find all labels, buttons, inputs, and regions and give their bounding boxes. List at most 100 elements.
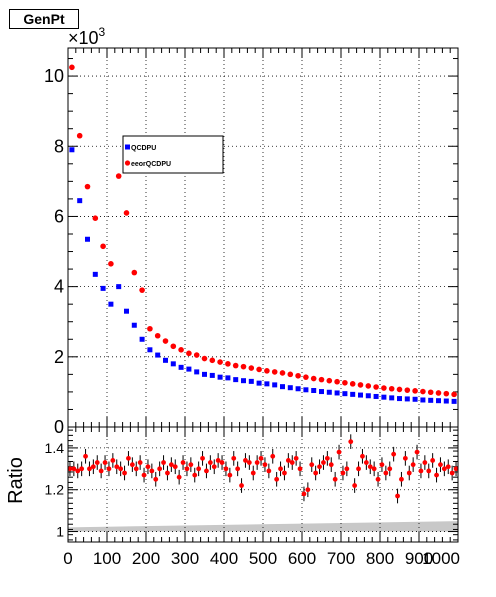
series-point: [147, 325, 153, 332]
ratio-point: [196, 466, 202, 472]
series-point: [349, 381, 356, 387]
ratio-point: [254, 460, 260, 465]
ratio-point: [67, 466, 73, 472]
ratio-point: [410, 462, 416, 468]
series-point: [388, 385, 395, 392]
series-point: [373, 384, 379, 390]
series-point: [428, 397, 434, 403]
series-point: [342, 391, 348, 397]
ratio-point: [332, 476, 338, 482]
ratio-point: [441, 466, 447, 472]
main-panel: 0 2 4 6 8 10×103 QCDPU eeorQCDPU: [44, 25, 459, 437]
ratio-point: [363, 460, 369, 465]
series-point: [163, 357, 168, 363]
series-point: [412, 396, 418, 402]
ratio-point: [422, 460, 428, 465]
ratio-point: [297, 466, 303, 472]
ratio-point: [118, 466, 124, 472]
ratio-point: [239, 483, 244, 488]
main-y-tick-label: 10: [44, 66, 64, 86]
legend-marker: [125, 144, 130, 150]
series-point: [381, 394, 387, 400]
ratio-point: [133, 466, 139, 472]
series-point: [155, 352, 161, 358]
ratio-point: [129, 462, 135, 468]
series-point: [209, 372, 215, 378]
series-point: [217, 359, 223, 365]
series-point: [420, 397, 426, 403]
series-point: [381, 385, 387, 391]
series-point: [373, 393, 379, 399]
ratio-frame: [67, 426, 459, 543]
series-point: [365, 383, 372, 389]
ratio-point: [313, 470, 319, 476]
series-point: [84, 183, 91, 190]
ratio-point: [262, 462, 268, 468]
x-tick-label: 400: [210, 549, 238, 568]
ratio-point: [192, 472, 198, 478]
ratio-point: [383, 470, 389, 476]
main-plot-area: [68, 48, 458, 427]
ratio-point: [434, 472, 439, 478]
series-point: [287, 385, 293, 391]
y-exponent-power: 3: [99, 25, 106, 39]
series-point: [443, 398, 449, 404]
series-point: [108, 301, 114, 307]
ratio-point: [110, 458, 116, 463]
ratio-point: [317, 464, 322, 470]
ratio-point: [336, 449, 342, 455]
ratio-point: [204, 468, 209, 474]
series-point: [427, 389, 434, 396]
series-point: [217, 374, 223, 380]
ratio-point: [352, 483, 358, 488]
ratio-point: [356, 466, 361, 472]
ratio-point: [188, 462, 194, 468]
x-tick-label: 0: [63, 549, 72, 568]
ratio-point: [321, 460, 326, 465]
x-tick-label: 900: [405, 549, 433, 568]
histogram-title: GenPt: [9, 9, 79, 29]
ratio-point: [114, 464, 120, 470]
ratio-panel: 1 1.2 1.4 Ratio 0 100 200 300 400 500 600 700 800 900…: [5, 426, 460, 568]
x-tick-label: 600: [288, 549, 316, 568]
series-point: [295, 386, 301, 392]
series-point: [139, 336, 145, 342]
series-point: [287, 371, 294, 378]
ratio-point: [445, 464, 451, 470]
ratio-point: [266, 468, 272, 474]
ratio-point: [246, 460, 252, 465]
ratio-ticks: [67, 427, 459, 542]
legend: QCDPU eeorQCDPU: [122, 135, 224, 174]
series-point: [303, 374, 309, 380]
series-point: [77, 198, 83, 204]
ratio-point: [94, 460, 100, 465]
ratio-point: [126, 455, 131, 461]
ratio-point: [430, 458, 436, 463]
series-point: [232, 362, 239, 369]
series-point: [365, 393, 371, 399]
series-point: [271, 369, 278, 375]
series-point: [85, 236, 90, 242]
ratio-point: [367, 464, 373, 470]
ratio-point: [453, 466, 459, 472]
series-point: [435, 390, 442, 396]
series-point: [334, 378, 340, 385]
ratio-point: [282, 470, 287, 476]
ratio-point: [371, 466, 377, 472]
series-point: [225, 361, 231, 367]
series-point: [264, 368, 270, 374]
main-y-tick-label: 6: [54, 206, 64, 226]
ratio-point: [387, 466, 393, 472]
ratio-point: [98, 468, 104, 474]
series-point: [318, 376, 325, 383]
ratio-point: [223, 466, 229, 472]
series-point: [240, 363, 247, 370]
series-point: [357, 382, 364, 388]
main-y-tick-label: 4: [54, 277, 64, 297]
series-point: [248, 378, 254, 384]
ratio-point: [227, 472, 233, 478]
ratio-series: [67, 434, 459, 504]
series-point: [233, 377, 239, 383]
series-point: [209, 357, 216, 364]
ratio-point: [102, 460, 108, 465]
